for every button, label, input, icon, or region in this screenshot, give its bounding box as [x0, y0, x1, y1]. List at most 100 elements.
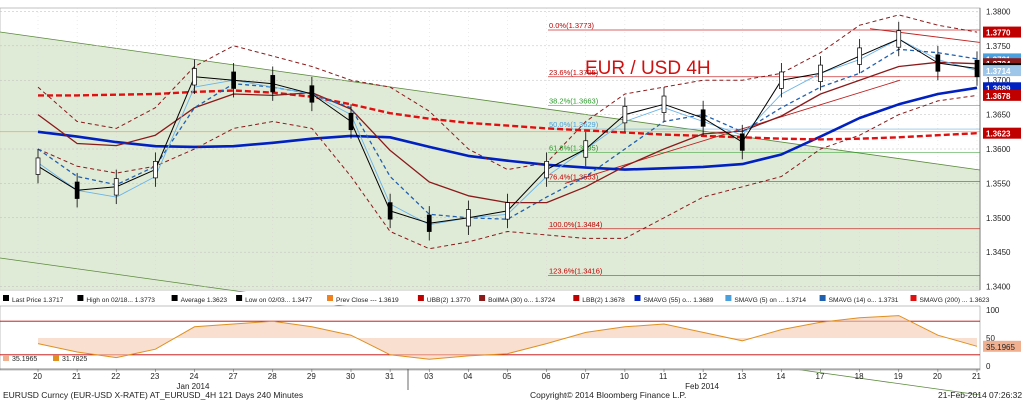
candle-body	[896, 30, 902, 48]
x-tick-label: 24	[190, 372, 199, 381]
fibonacci-layer: 0.0%(1.3773) 23.6%(1.3705) 38.2%(1.3663) 50…	[0, 21, 981, 276]
price-tag-label: 1.3770	[986, 29, 1011, 38]
price-tag	[983, 82, 1021, 94]
legend-entry: BollMA (30) o... 1.3724	[488, 297, 555, 304]
fib-level-label: 50.0%(1.3629)	[549, 120, 599, 129]
candle-body	[857, 47, 862, 65]
legend-bar	[0, 292, 980, 305]
x-tick-label: 14	[776, 372, 785, 381]
x-axis-layer: 20 21 22 23 24 27 28 29 30 31 03 04 05 06 07 10 11 12 13 14…	[0, 368, 981, 391]
fib-level-label: 100.0%(1.3484)	[549, 220, 603, 229]
legend-swatch	[236, 295, 243, 301]
footer-right: 21-Feb-2014 07:26:32	[938, 390, 1022, 400]
legend-entry: LBB(2) 1.3678	[582, 297, 625, 304]
candle-body	[426, 214, 432, 232]
osc-tick-label: 100	[986, 306, 1000, 315]
osc-tick-label: 50	[986, 334, 995, 343]
x-tick-label: 22	[111, 372, 120, 381]
x-tick-label: 06	[542, 372, 551, 381]
legend-swatch	[327, 295, 333, 301]
osc-legend-entry: 31.7825	[62, 356, 87, 363]
legend-swatch	[573, 295, 580, 301]
candle-body	[505, 202, 510, 220]
candle-body	[192, 68, 197, 86]
osc-line	[37, 315, 978, 360]
candle-body	[544, 161, 549, 179]
channel-fill	[0, 32, 980, 290]
month-label: Feb 2014	[685, 382, 719, 391]
legend-entry: Low on 02/03... 1.3477	[245, 297, 312, 304]
fib-level-label: 61.8%(1.3595)	[549, 143, 599, 152]
legend-entry: SMAVG (200) ... 1.3623	[920, 297, 990, 304]
legend-entry: Prev Close --- 1.3619	[336, 297, 399, 304]
fib-level-label: 123.6%(1.3416)	[549, 267, 603, 276]
y-tick-label: 1.3600	[986, 145, 1011, 154]
legend-swatch	[725, 295, 732, 301]
candle-body	[74, 181, 80, 199]
legend-swatch	[910, 295, 917, 301]
x-tick-label: 18	[855, 372, 864, 381]
legend-layer: Last Price 1.3717 High on 02/18... 1.3773…	[0, 292, 990, 305]
x-tick-label: 10	[620, 372, 629, 381]
x-tick-label: 03	[424, 372, 433, 381]
y-tick-label: 1.3400	[986, 283, 1011, 292]
candle-body	[113, 178, 119, 196]
x-tick-label: 05	[503, 372, 512, 381]
legend-swatch	[417, 295, 424, 301]
legend-entry: UBB(2) 1.3770	[427, 297, 471, 304]
price-tag	[983, 127, 1021, 139]
month-label: Jan 2014	[177, 382, 210, 391]
legend-entry: SMAVG (55) o... 1.3689	[644, 297, 714, 304]
osc-legend-swatch	[53, 355, 59, 361]
candle-body	[35, 157, 41, 175]
fib-level-label: 38.2%(1.3663)	[549, 97, 599, 106]
y-tick-label: 1.3550	[986, 179, 1011, 188]
candle-body	[974, 59, 980, 78]
x-tick-label: 31	[385, 372, 394, 381]
price-tag-label: 1.3714	[986, 67, 1011, 76]
legend-entry: Last Price 1.3717	[12, 297, 64, 304]
resistance-trendline	[869, 28, 981, 43]
series-line	[37, 94, 978, 250]
candle-body	[466, 209, 471, 227]
candle-body	[622, 106, 628, 124]
price-tag	[983, 65, 1021, 77]
series-line	[37, 86, 978, 171]
x-tick-label: 30	[346, 372, 355, 381]
osc-area	[38, 315, 977, 360]
footer-center: Copyright© 2014 Bloomberg Finance L.P.	[530, 390, 686, 400]
legend-entry: Average 1.3623	[181, 297, 228, 304]
x-tick-label: 12	[698, 372, 707, 381]
osc-tick-label: 0	[986, 362, 991, 371]
candle-body	[935, 54, 941, 72]
x-tick-label: 29	[307, 372, 316, 381]
candle-body	[231, 71, 236, 89]
fib-level-label: 23.6%(1.3705)	[549, 68, 599, 77]
price-tag	[983, 26, 1021, 38]
y-tick-label: 1.3800	[986, 7, 1011, 16]
candle-body	[779, 71, 784, 89]
footer-left: EURUSD Curncy (EUR-USD X-RATE) AT_EURUSD…	[3, 390, 303, 400]
grid-layer	[0, 8, 980, 290]
oscillator-layer: 100 50 0 35.1965 35.1965 31.7825	[0, 305, 1021, 371]
candle-body	[309, 85, 315, 103]
legend-swatch	[171, 295, 178, 301]
y-tick-label: 1.3750	[986, 42, 1011, 51]
candle-body	[270, 75, 276, 93]
fib-level-label: 0.0%(1.3773)	[549, 21, 595, 30]
legend-swatch	[3, 295, 9, 301]
x-tick-label: 27	[229, 372, 238, 381]
x-tick-label: 21	[972, 372, 981, 381]
osc-value-label: 35.1965	[986, 343, 1015, 352]
price-tag	[983, 89, 1021, 101]
candle-body	[739, 133, 745, 151]
x-tick-label: 17	[816, 372, 825, 381]
legend-entry: SMAVG (5) on ... 1.3714	[734, 297, 806, 304]
osc-legend-swatch	[3, 355, 9, 361]
price-tag-label: 1.3689	[986, 84, 1011, 93]
y-tick-label: 1.3700	[986, 76, 1011, 85]
legend-swatch	[634, 295, 641, 301]
candle-body	[700, 109, 706, 127]
price-tag-layer: 1.37701.37311.37241.37171.37141.36891.36…	[983, 26, 1021, 139]
